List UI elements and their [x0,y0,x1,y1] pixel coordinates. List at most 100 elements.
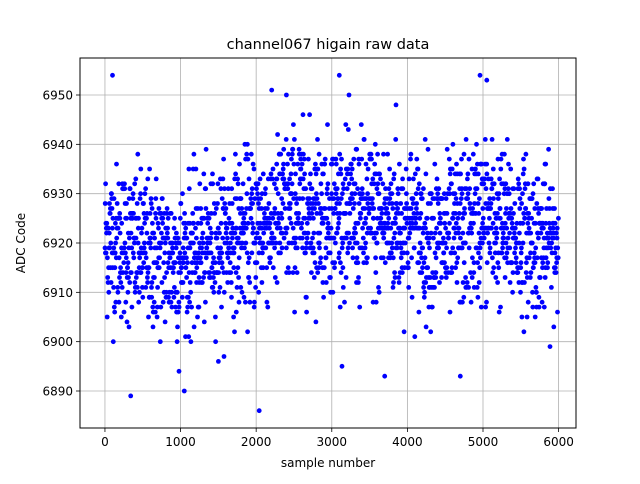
data-point [539,299,545,305]
data-point [332,265,337,271]
data-point [313,319,319,325]
data-point [477,196,482,202]
data-point [312,206,317,211]
data-point [266,215,272,221]
data-point [299,225,304,231]
data-point [336,255,342,261]
data-point [170,270,176,275]
data-point [269,87,275,93]
data-point [285,161,290,167]
data-point [246,275,252,280]
data-point [175,309,181,315]
data-point [375,151,380,157]
data-point [200,230,206,236]
data-point [406,285,412,290]
data-point [384,206,390,211]
data-point [542,275,548,280]
data-point [553,270,559,275]
data-point [165,215,171,221]
data-point [408,156,413,162]
data-point [429,191,434,197]
data-point [336,215,342,221]
data-point [241,230,246,236]
data-point [449,166,455,172]
data-point [369,201,375,206]
data-point [167,255,173,261]
outlier-point [336,72,342,78]
data-point [122,240,128,246]
data-point [223,206,229,211]
data-point [250,201,256,206]
data-point [442,240,448,246]
data-point [310,245,316,251]
data-point [356,201,362,206]
data-point [453,220,459,226]
data-point [250,220,255,226]
data-point [147,211,153,216]
data-point [513,245,518,251]
data-point [342,176,348,182]
data-point [259,206,264,211]
data-point [130,196,136,202]
data-point [517,196,523,202]
data-point [501,235,507,241]
y-axis-ticks: 6890 6900 6910 6920 6930 6940 6950 [42,89,80,399]
data-point [262,191,268,197]
data-point [503,255,509,261]
data-point [279,211,284,216]
data-point [116,181,122,187]
data-point [512,225,518,231]
data-point [180,280,186,285]
data-point [148,235,153,241]
data-point [446,156,452,162]
data-point [441,235,446,241]
data-point [481,235,487,241]
data-point [408,151,414,157]
data-point [304,240,310,246]
data-point [320,280,326,285]
data-point [333,240,338,246]
data-point [372,161,378,167]
data-point [461,151,467,157]
data-point [456,230,461,236]
data-point [239,206,245,211]
data-point [458,171,463,177]
data-point [114,161,119,167]
data-point [191,151,197,157]
data-point [244,250,250,256]
data-point [438,215,443,221]
data-point [508,206,514,211]
data-point [300,245,305,251]
data-point [537,275,543,280]
data-point [396,280,402,285]
data-point [307,181,313,187]
data-point [180,191,185,197]
data-point [103,250,109,256]
data-point [393,137,399,142]
data-point [338,196,344,202]
data-point [474,186,480,192]
data-point [513,255,519,261]
data-point [250,161,256,167]
data-point [378,176,383,182]
data-point [108,280,114,285]
data-point [342,299,347,305]
data-point [311,275,317,280]
data-point [306,196,312,202]
data-point [235,235,241,241]
data-point [194,265,200,271]
data-point [296,211,302,216]
data-point [357,304,363,310]
data-point [213,314,218,320]
data-point [321,294,326,300]
data-point [162,250,168,256]
data-point [431,235,436,241]
data-point [323,280,329,285]
data-point [203,186,209,192]
data-point [276,220,281,226]
data-point [375,181,381,187]
data-point [471,220,476,226]
data-point [257,176,263,182]
data-point [300,196,306,202]
